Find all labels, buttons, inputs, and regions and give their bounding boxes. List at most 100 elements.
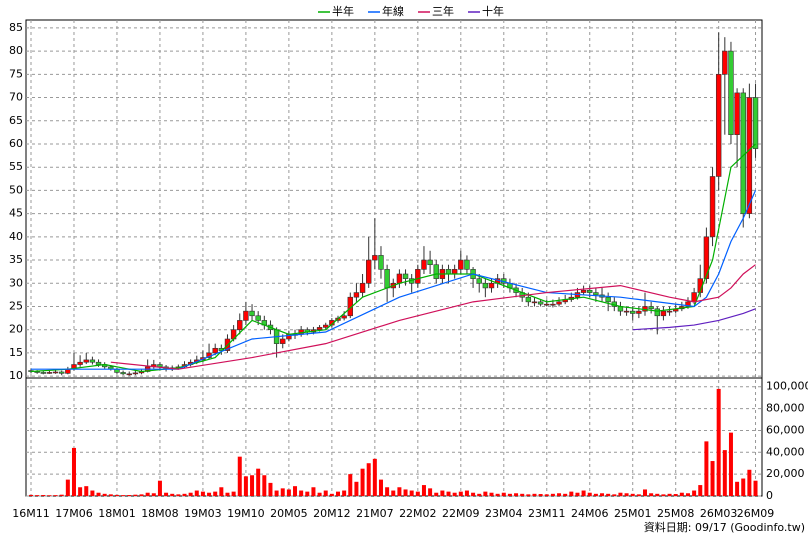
candle-body xyxy=(372,255,378,261)
candle-body xyxy=(544,303,550,306)
volume-bar xyxy=(557,493,562,496)
volume-bar xyxy=(299,490,304,496)
moving-average-line xyxy=(632,308,756,331)
volume-bar xyxy=(84,486,89,496)
candle-body xyxy=(126,373,132,376)
x-tick-label: 21M07 xyxy=(356,507,394,520)
volume-bar xyxy=(329,493,334,496)
y-tick-label: 20 xyxy=(9,323,23,336)
volume-bar xyxy=(280,488,285,496)
candle-body xyxy=(685,301,691,307)
volume-bar xyxy=(440,490,445,496)
volume-bar xyxy=(133,494,138,496)
y-tick-label: 35 xyxy=(9,253,23,266)
volume-bar xyxy=(35,495,40,496)
legend-label: 十年 xyxy=(482,4,504,18)
candle-body xyxy=(593,292,599,296)
x-tick-label: 24M06 xyxy=(571,507,609,520)
volume-bar xyxy=(65,479,70,496)
volume-bar xyxy=(643,489,647,496)
y-tick-label: 80 xyxy=(9,44,23,57)
volume-bar xyxy=(495,493,500,496)
volume-bar xyxy=(170,493,175,496)
volume-bar xyxy=(673,494,678,496)
candle-body xyxy=(396,273,403,284)
volume-bar xyxy=(618,492,623,496)
volume-bar xyxy=(581,490,586,496)
candle-body xyxy=(415,269,421,284)
candle-body xyxy=(402,273,409,279)
volume-bar xyxy=(624,493,629,496)
candle-body xyxy=(378,255,384,270)
volume-bar xyxy=(29,494,33,496)
candle-body xyxy=(353,292,360,298)
candle-body xyxy=(95,361,102,365)
volume-bar xyxy=(127,495,132,496)
candle-body xyxy=(316,327,323,331)
candle-body xyxy=(715,74,722,177)
candle-body xyxy=(40,372,46,374)
volume-bar xyxy=(741,478,746,496)
x-tick-label: 19M10 xyxy=(227,507,265,520)
candle-body xyxy=(458,259,464,270)
candle-body xyxy=(451,269,458,275)
volume-bar xyxy=(606,493,611,496)
candle-body xyxy=(359,282,366,293)
volume-bar xyxy=(428,488,433,496)
volume-bar xyxy=(538,494,543,496)
candle-body xyxy=(734,92,740,135)
volume-bar xyxy=(78,487,83,496)
volume-bar xyxy=(293,486,298,496)
candle-body xyxy=(52,371,59,374)
volume-bar xyxy=(164,492,169,496)
x-tick-label: 18M08 xyxy=(141,507,179,520)
volume-bar xyxy=(728,432,733,496)
volume-tick-label: 20,000 xyxy=(766,467,805,480)
x-tick-label: 16M11 xyxy=(12,507,50,520)
volume-bar xyxy=(735,481,740,496)
volume-bar xyxy=(593,493,598,496)
volume-bar xyxy=(655,493,660,496)
y-tick-label: 40 xyxy=(9,230,23,243)
y-tick-label: 85 xyxy=(9,21,23,34)
x-tick-label: 26M03 xyxy=(700,507,738,520)
volume-bar xyxy=(385,487,390,496)
volume-bar xyxy=(692,490,697,496)
x-tick-label: 20M05 xyxy=(270,507,308,520)
volume-bar xyxy=(409,490,414,496)
candle-body xyxy=(666,310,673,313)
volume-bar xyxy=(243,476,248,496)
volume-bar xyxy=(667,493,672,496)
volume-bar xyxy=(53,495,58,496)
volume-bar xyxy=(139,494,144,496)
x-tick-label: 23M11 xyxy=(528,507,566,520)
candle-body xyxy=(427,259,433,266)
volume-bar xyxy=(207,492,212,496)
volume-bar xyxy=(108,494,113,496)
volume-bar xyxy=(71,447,76,496)
candle-body xyxy=(212,347,218,354)
volume-bar xyxy=(268,482,273,496)
legend-label: 半年 xyxy=(332,4,354,18)
candle-body xyxy=(120,372,126,375)
candle-body xyxy=(83,359,89,363)
volume-bar xyxy=(114,494,119,496)
candle-body xyxy=(605,296,611,303)
candle-body xyxy=(556,301,562,305)
volume-bar xyxy=(225,492,230,496)
candle-body xyxy=(550,303,556,306)
volume-bar xyxy=(464,490,469,496)
candle-body xyxy=(580,289,587,293)
candle-body xyxy=(648,306,654,310)
volume-bar xyxy=(219,487,224,496)
volume-bar xyxy=(378,479,383,496)
volume-tick-label: 0 xyxy=(766,489,773,502)
candle-body xyxy=(365,259,372,284)
moving-average-line xyxy=(110,264,756,370)
volume-bar xyxy=(587,492,592,496)
candle-body xyxy=(703,236,710,279)
x-tick-label: 25M01 xyxy=(614,507,652,520)
volume-bar xyxy=(354,481,359,496)
y-tick-label: 65 xyxy=(9,114,23,127)
